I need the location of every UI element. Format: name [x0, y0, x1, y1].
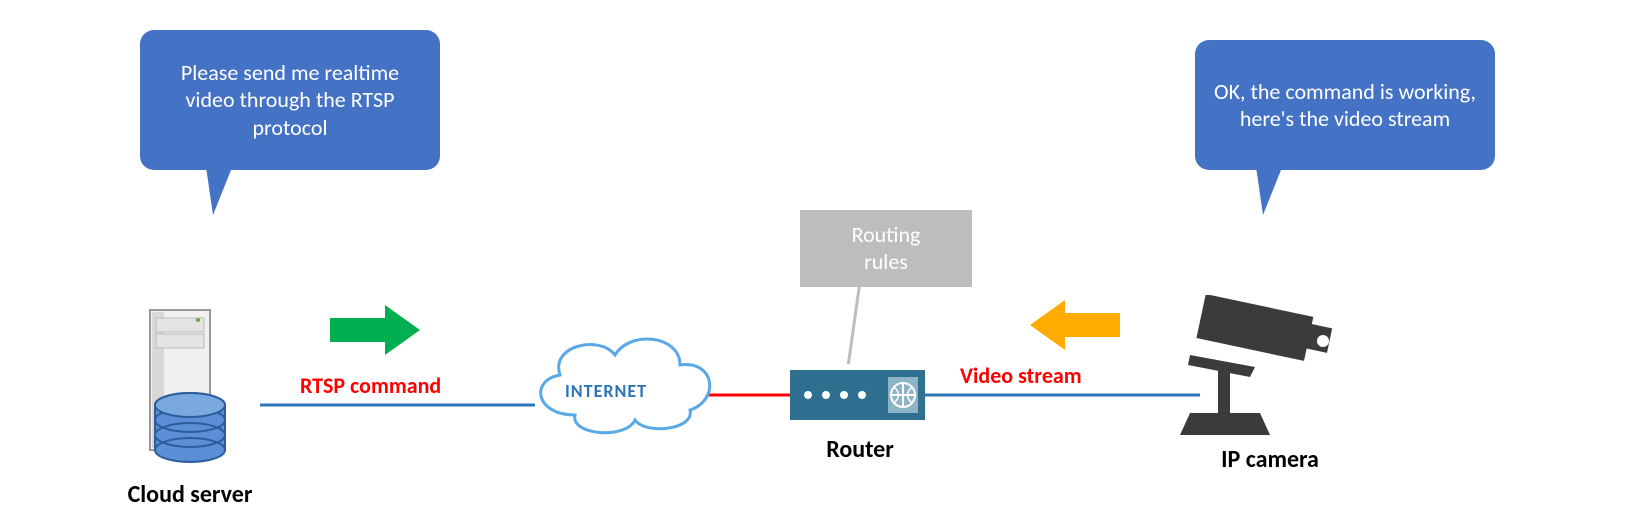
- ip-camera-bubble-tail: [1245, 160, 1295, 220]
- cloud-server-label: Cloud server: [90, 480, 290, 509]
- rtsp-command-label: RTSP command: [300, 372, 441, 399]
- routing-rules-box: Routing rules: [800, 210, 972, 287]
- router-label: Router: [800, 435, 920, 464]
- internet-label: INTERNET: [565, 380, 647, 402]
- routing-rules-text: Routing rules: [852, 222, 921, 275]
- ip-camera-bubble: OK, the command is working, here's the v…: [1195, 40, 1495, 170]
- cloud-server-bubble-tail: [195, 160, 245, 220]
- cloud-server-bubble: Please send me realtime video through th…: [140, 30, 440, 170]
- cloud-server-bubble-text: Please send me realtime video through th…: [154, 59, 426, 142]
- video-stream-label: Video stream: [960, 362, 1082, 389]
- orange-arrow-left-icon: [1030, 300, 1120, 350]
- green-arrow-right-icon: [330, 305, 420, 355]
- ip-camera-icon: [1180, 295, 1350, 440]
- ip-camera-label: IP camera: [1180, 445, 1360, 474]
- router-icon: [790, 365, 925, 425]
- ip-camera-bubble-text: OK, the command is working, here's the v…: [1209, 78, 1481, 133]
- cloud-server-icon: [120, 300, 260, 470]
